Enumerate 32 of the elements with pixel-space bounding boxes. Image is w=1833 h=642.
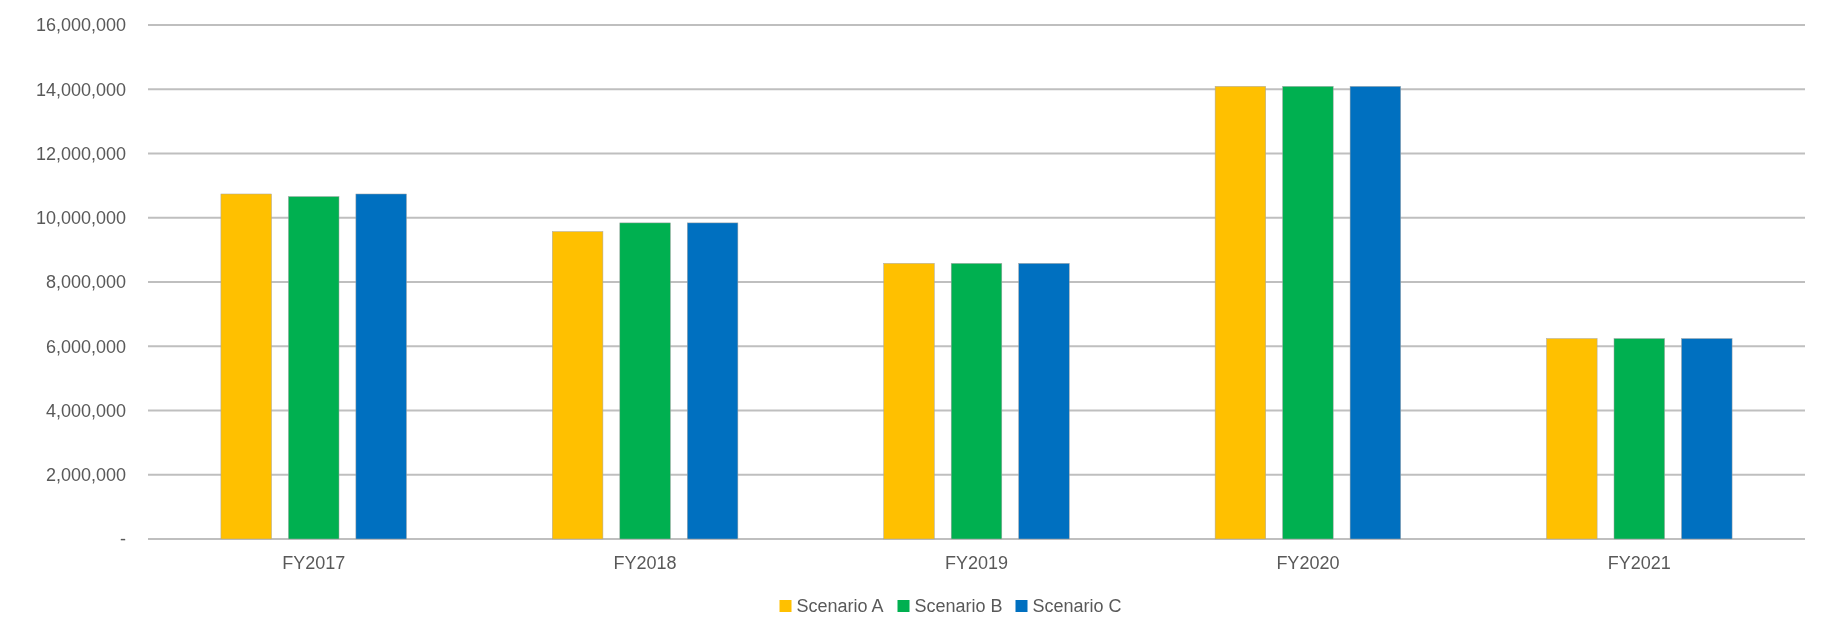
y-tick-label: 12,000,000 (35, 143, 126, 164)
bar (619, 222, 671, 540)
bar (1546, 338, 1598, 540)
bar (288, 196, 340, 540)
y-tick-label: 2,000,000 (45, 465, 126, 486)
y-tick-label: 14,000,000 (35, 79, 126, 100)
bar (1681, 338, 1733, 540)
x-tick-label: FY2017 (282, 553, 346, 573)
y-tick-label: - (120, 529, 126, 550)
x-tick-label: FY2021 (1607, 553, 1671, 573)
y-tick-label: 16,000,000 (35, 15, 126, 36)
legend-label: Scenario C (1032, 596, 1122, 616)
y-tick-label: 6,000,000 (45, 336, 126, 357)
x-tick-label: FY2018 (613, 553, 677, 573)
bar (1349, 86, 1401, 540)
y-tick-label: 8,000,000 (45, 272, 126, 293)
bar (1214, 86, 1266, 540)
x-tick-label: FY2020 (1276, 553, 1340, 573)
bar (950, 263, 1003, 540)
bar (687, 222, 739, 540)
y-tick-label: 4,000,000 (45, 400, 126, 421)
bar (552, 231, 604, 540)
bar (1282, 86, 1334, 540)
bar (1018, 263, 1070, 540)
bar (220, 193, 272, 540)
legend-label: Scenario B (914, 596, 1003, 616)
bar (355, 193, 407, 540)
bar (883, 263, 935, 540)
legend-label: Scenario A (796, 596, 884, 616)
x-tick-label: FY2019 (944, 553, 1009, 573)
y-tick-label: 10,000,000 (35, 208, 126, 229)
bar (1613, 338, 1665, 540)
